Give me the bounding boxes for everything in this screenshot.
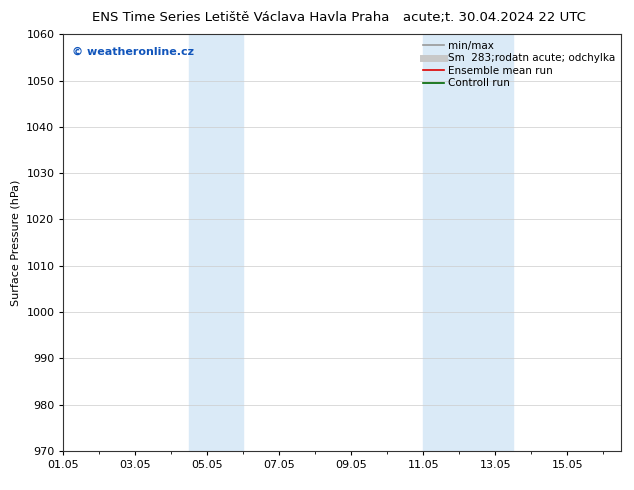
Text: © weatheronline.cz: © weatheronline.cz (72, 47, 194, 57)
Y-axis label: Surface Pressure (hPa): Surface Pressure (hPa) (11, 179, 21, 306)
Text: acute;t. 30.04.2024 22 UTC: acute;t. 30.04.2024 22 UTC (403, 11, 586, 24)
Legend: min/max, Sm  283;rodatn acute; odchylka, Ensemble mean run, Controll run: min/max, Sm 283;rodatn acute; odchylka, … (420, 37, 618, 92)
Bar (424, 34, 514, 451)
Bar (190, 34, 243, 451)
Text: ENS Time Series Letiště Václava Havla Praha: ENS Time Series Letiště Václava Havla Pr… (92, 11, 390, 24)
